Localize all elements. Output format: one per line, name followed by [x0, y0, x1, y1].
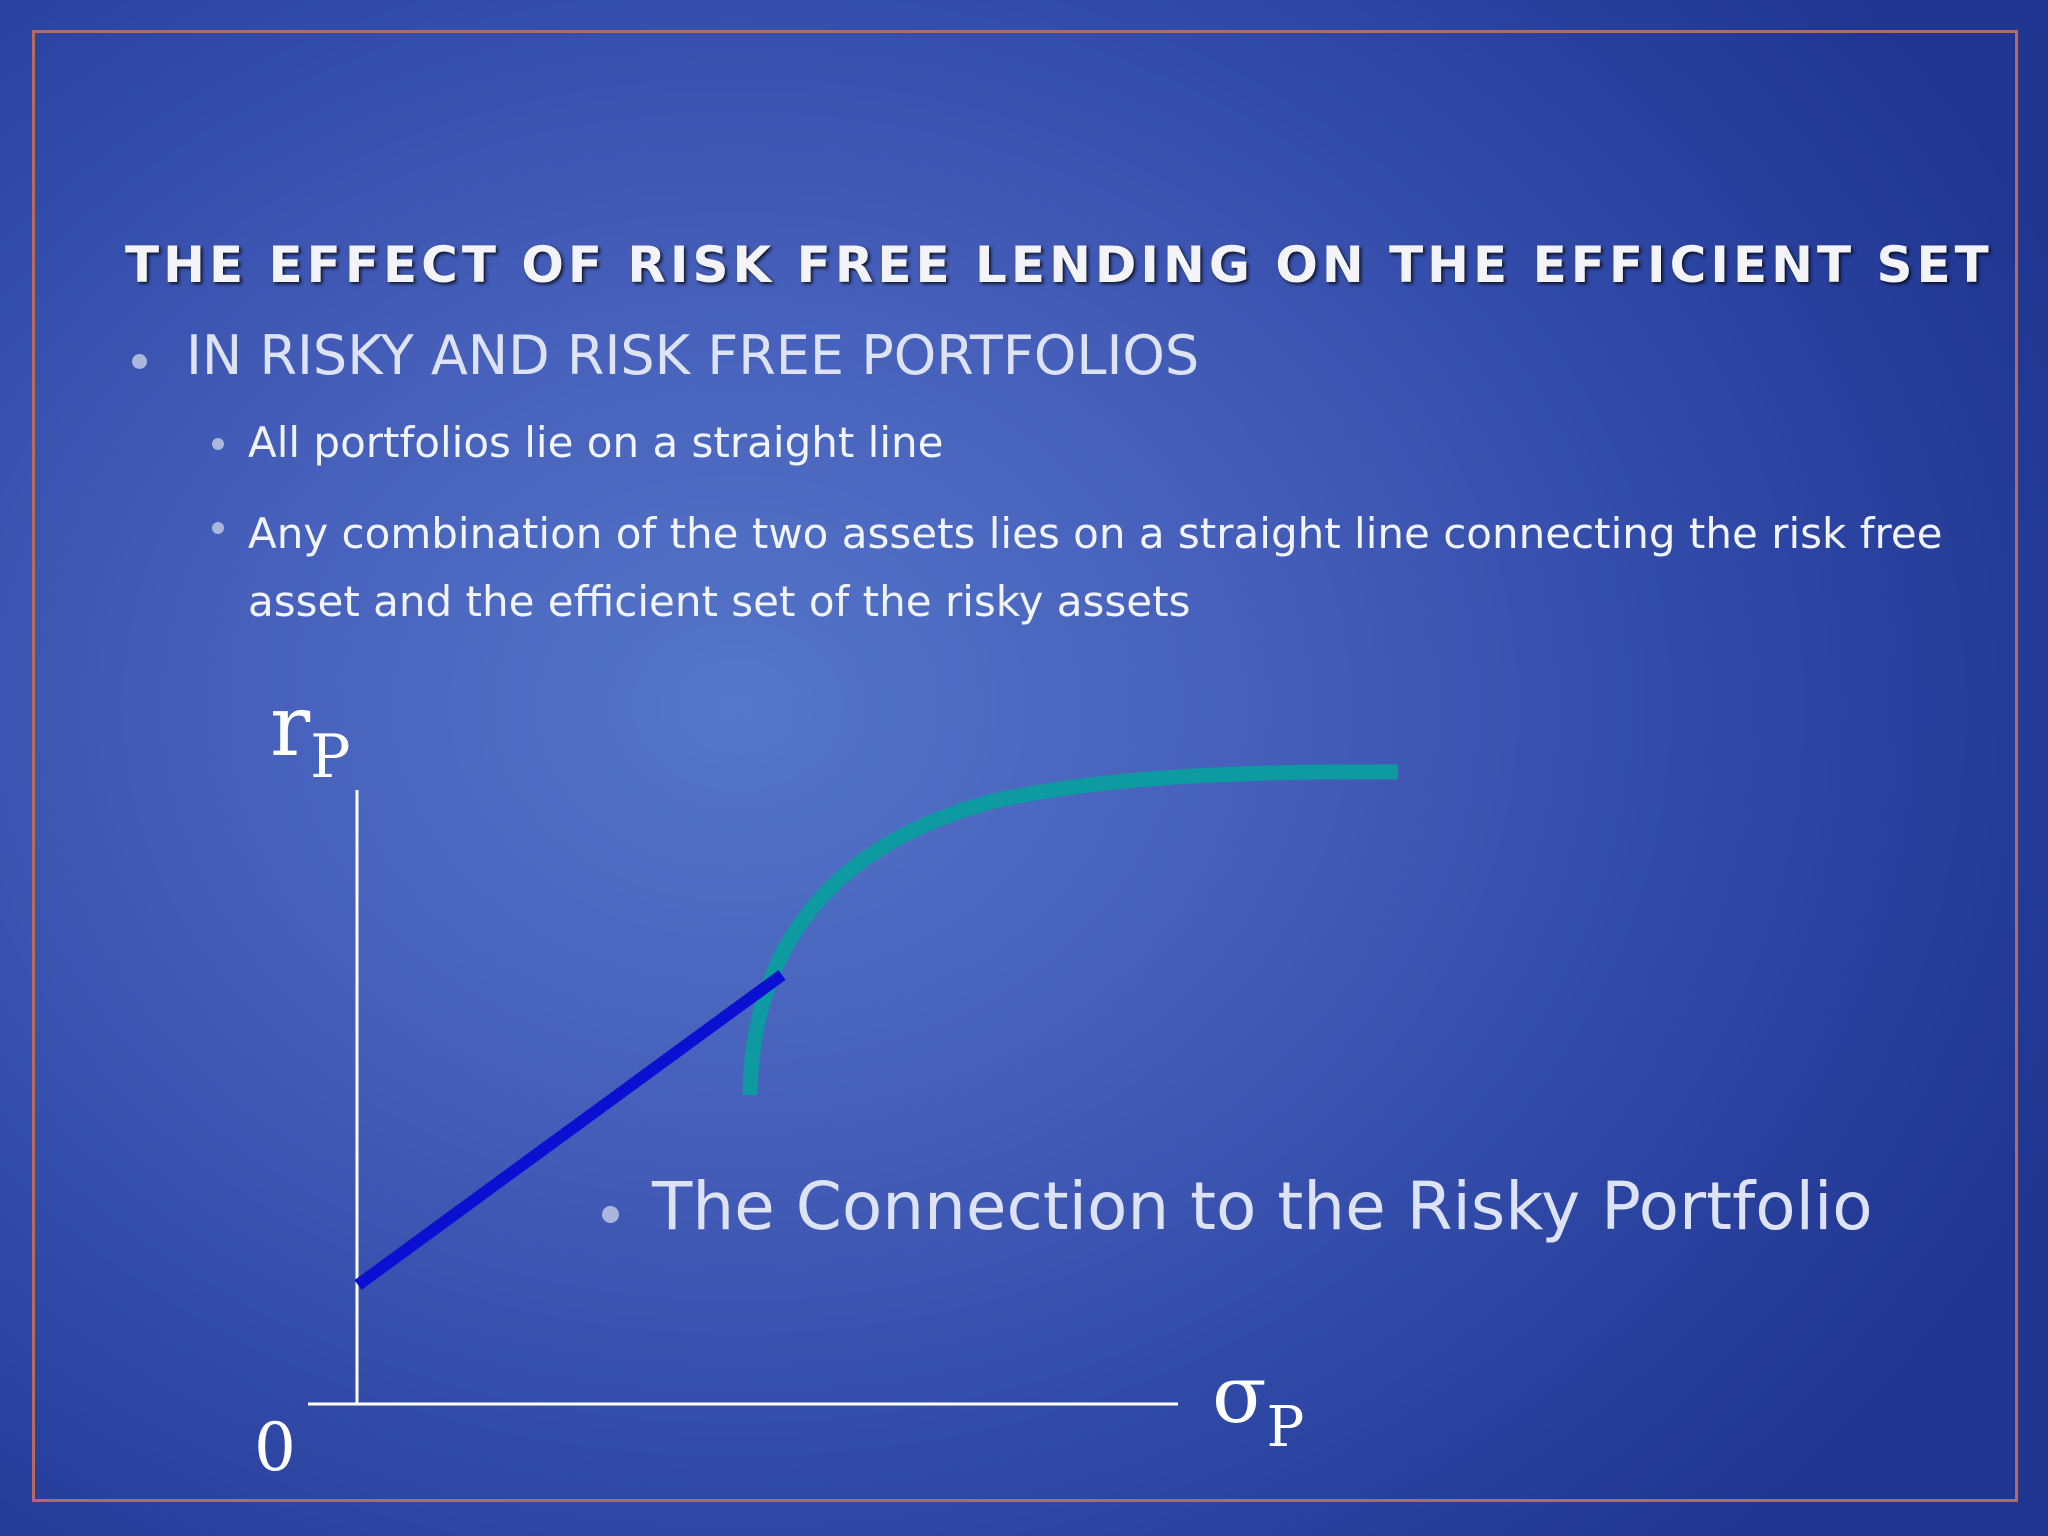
slide-title: THE EFFECT OF RISK FREE LENDING ON THE E…: [125, 236, 1993, 294]
y-axis-label: rP: [270, 677, 351, 792]
main-bullet: IN RISKY AND RISK FREE PORTFOLIOS: [132, 324, 1200, 387]
callout-bullet: The Connection to the Risky Portfolio: [602, 1168, 1873, 1245]
callout-text: The Connection to the Risky Portfolio: [652, 1168, 1873, 1245]
sub-bullet-2-text: Any combination of the two assets lies o…: [248, 509, 1943, 626]
sub-bullet-1-text: All portfolios lie on a straight line: [248, 418, 944, 467]
slide-frame: [32, 30, 2018, 1502]
bullet-dot-icon: [132, 354, 147, 369]
x-axis-label: σP: [1212, 1348, 1304, 1460]
origin-label: 0: [254, 1409, 296, 1486]
sub-bullet-1: All portfolios lie on a straight line: [212, 418, 944, 467]
efficient-frontier-curve: [742, 764, 1399, 1096]
bullet-dot-icon: [212, 438, 224, 450]
bullet-dot-icon: [602, 1206, 619, 1223]
bullet-dot-icon: [212, 522, 224, 534]
main-bullet-text: IN RISKY AND RISK FREE PORTFOLIOS: [186, 324, 1200, 387]
sub-bullet-2: Any combination of the two assets lies o…: [212, 500, 1948, 636]
risk-free-lending-line: [354, 970, 786, 1290]
